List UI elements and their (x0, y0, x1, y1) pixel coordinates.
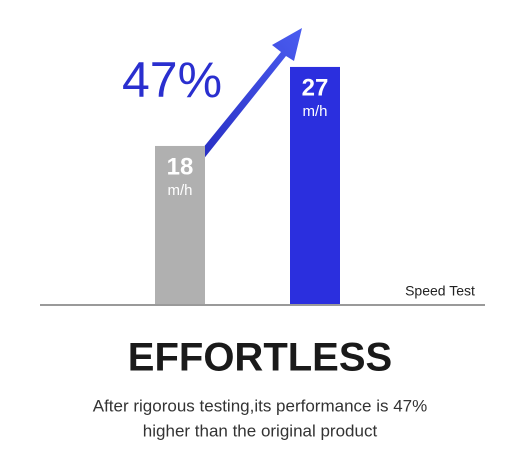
bar (290, 66, 340, 304)
bar (155, 145, 205, 304)
subtitle-line: higher than the original product (143, 421, 378, 440)
title: EFFORTLESS (128, 336, 392, 380)
unit-label: m/h (167, 182, 192, 199)
bars: 18 m/h 27 m/h (155, 66, 340, 304)
value-label: 18 (167, 153, 194, 180)
value-label: 27 (302, 74, 329, 101)
subtitle-line: After rigorous testing,its performance i… (93, 396, 427, 415)
annotation: 47% (122, 52, 222, 108)
unit-label: m/h (302, 103, 327, 120)
x-axis-label: Speed Test (405, 283, 475, 299)
